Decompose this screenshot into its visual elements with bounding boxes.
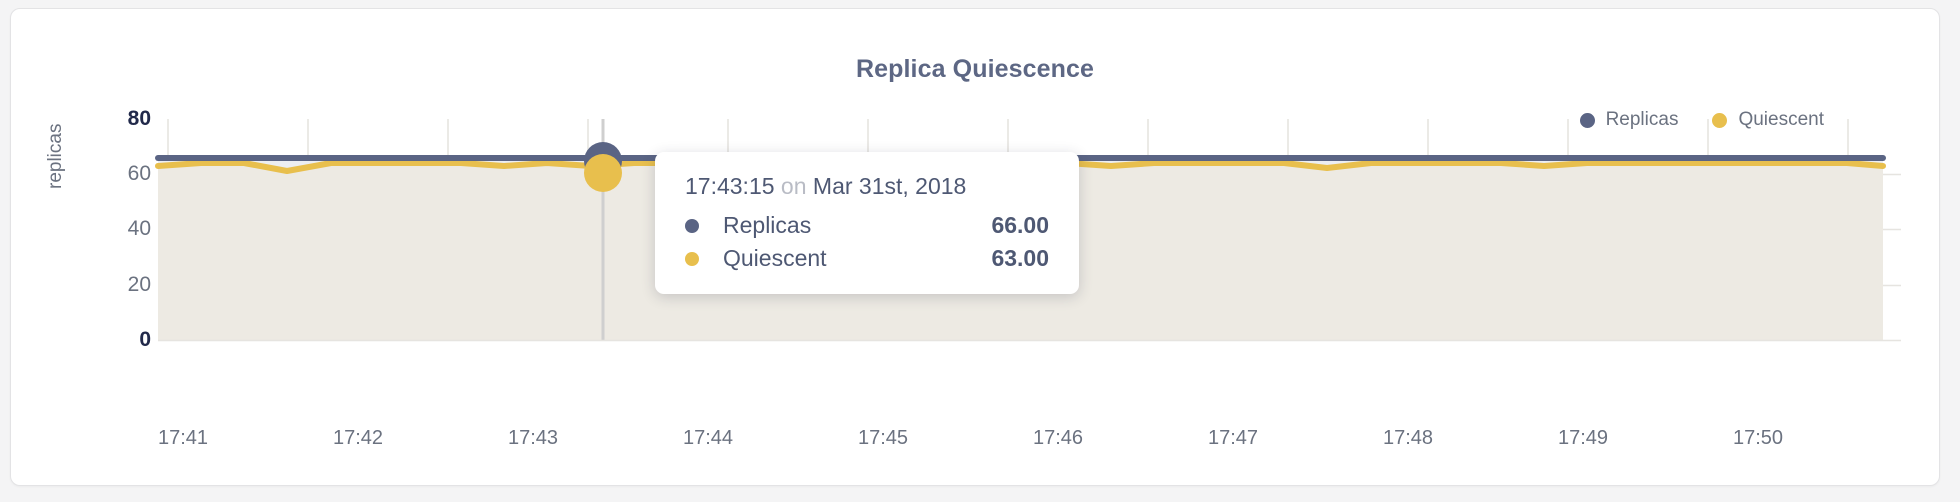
x-tick: 17:42 [332, 427, 384, 449]
tooltip-series-name: Replicas [723, 212, 812, 238]
chart-card: Replica Quiescence Replicas Quiescent re… [10, 8, 1940, 486]
tooltip-header: 17:43:15 on Mar 31st, 2018 [685, 173, 1049, 200]
plot-area[interactable]: replicas 80 60 40 20 0 [11, 9, 1939, 485]
legend-label: Quiescent [1738, 109, 1824, 130]
hover-tooltip: 17:43:15 on Mar 31st, 2018 Replicas 66.0… [655, 152, 1079, 294]
series-dot-icon [685, 218, 699, 233]
x-tick: 17:43 [507, 427, 559, 449]
y-tick: 20 [127, 273, 151, 296]
tooltip-on-word: on [780, 173, 807, 199]
chart-legend: Replicas Quiescent [1579, 109, 1824, 131]
tooltip-series-name: Quiescent [723, 245, 827, 271]
legend-dot-icon [1712, 112, 1728, 128]
x-tick: 17:44 [682, 427, 734, 449]
tooltip-row-replicas: Replicas 66.00 [685, 212, 1049, 239]
tooltip-row-quiescent: Quiescent 63.00 [685, 245, 1049, 272]
legend-dot-icon [1579, 112, 1595, 128]
x-tick: 17:45 [857, 427, 909, 449]
x-tick: 17:48 [1382, 427, 1434, 449]
legend-item-quiescent[interactable]: Quiescent [1712, 109, 1824, 131]
hover-marker-quiescent [584, 154, 622, 192]
y-tick: 80 [127, 107, 151, 130]
x-tick: 17:47 [1207, 427, 1259, 449]
x-tick: 17:50 [1732, 427, 1784, 449]
tooltip-series-value: 63.00 [991, 245, 1049, 271]
tooltip-time: 17:43:15 [685, 173, 775, 199]
x-tick: 17:46 [1032, 427, 1084, 449]
legend-item-replicas[interactable]: Replicas [1579, 109, 1679, 131]
tooltip-series-value: 66.00 [991, 212, 1049, 238]
x-tick: 17:49 [1557, 427, 1609, 449]
y-axis-ticks: 80 60 40 20 0 [71, 9, 151, 485]
tooltip-date: Mar 31st, 2018 [812, 173, 967, 199]
y-tick: 60 [127, 162, 151, 185]
page-title: Replica Quiescence [855, 55, 1095, 83]
x-tick: 17:41 [157, 427, 209, 449]
y-tick: 0 [139, 328, 151, 351]
legend-label: Replicas [1605, 109, 1679, 130]
series-dot-icon [685, 251, 699, 266]
y-tick: 40 [127, 217, 151, 240]
